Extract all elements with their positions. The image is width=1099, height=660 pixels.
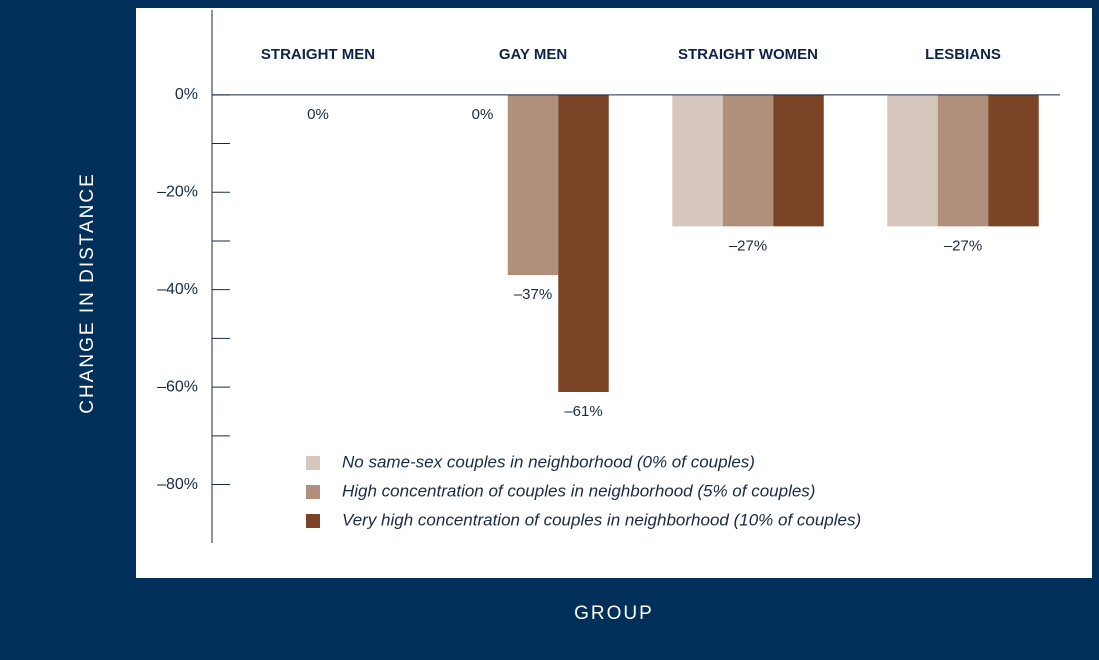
y-tick-label: –40% (157, 281, 198, 298)
y-tick-label: –20% (157, 183, 198, 200)
value-label: 0% (472, 106, 494, 123)
value-label: 0% (307, 106, 329, 123)
legend-swatch (306, 456, 320, 470)
y-tick-label: –60% (157, 378, 198, 395)
legend-swatch (306, 485, 320, 499)
category-label: STRAIGHT MEN (261, 46, 375, 63)
bar (672, 94, 723, 227)
legend-label: High concentration of couples in neighbo… (342, 481, 815, 500)
bar (887, 94, 938, 227)
bar (507, 94, 559, 276)
y-tick-label: 0% (175, 86, 198, 103)
legend-label: Very high concentration of couples in ne… (342, 510, 861, 529)
category-label: LESBIANS (925, 46, 1001, 63)
value-label: –61% (564, 403, 602, 420)
bar (722, 94, 774, 227)
bar (937, 94, 989, 227)
value-label: –27% (944, 237, 982, 254)
bar (773, 94, 824, 227)
value-label: –37% (514, 286, 552, 303)
y-tick-label: –80% (157, 476, 198, 493)
bar (558, 94, 609, 392)
category-label: STRAIGHT WOMEN (678, 46, 818, 63)
category-label: GAY MEN (499, 46, 567, 63)
x-axis-label: GROUP (574, 603, 654, 624)
bar (988, 94, 1039, 227)
y-axis-label: CHANGE IN DISTANCE (77, 172, 98, 414)
value-label: –27% (729, 237, 767, 254)
legend-swatch (306, 514, 320, 528)
legend-label: No same-sex couples in neighborhood (0% … (342, 452, 755, 471)
